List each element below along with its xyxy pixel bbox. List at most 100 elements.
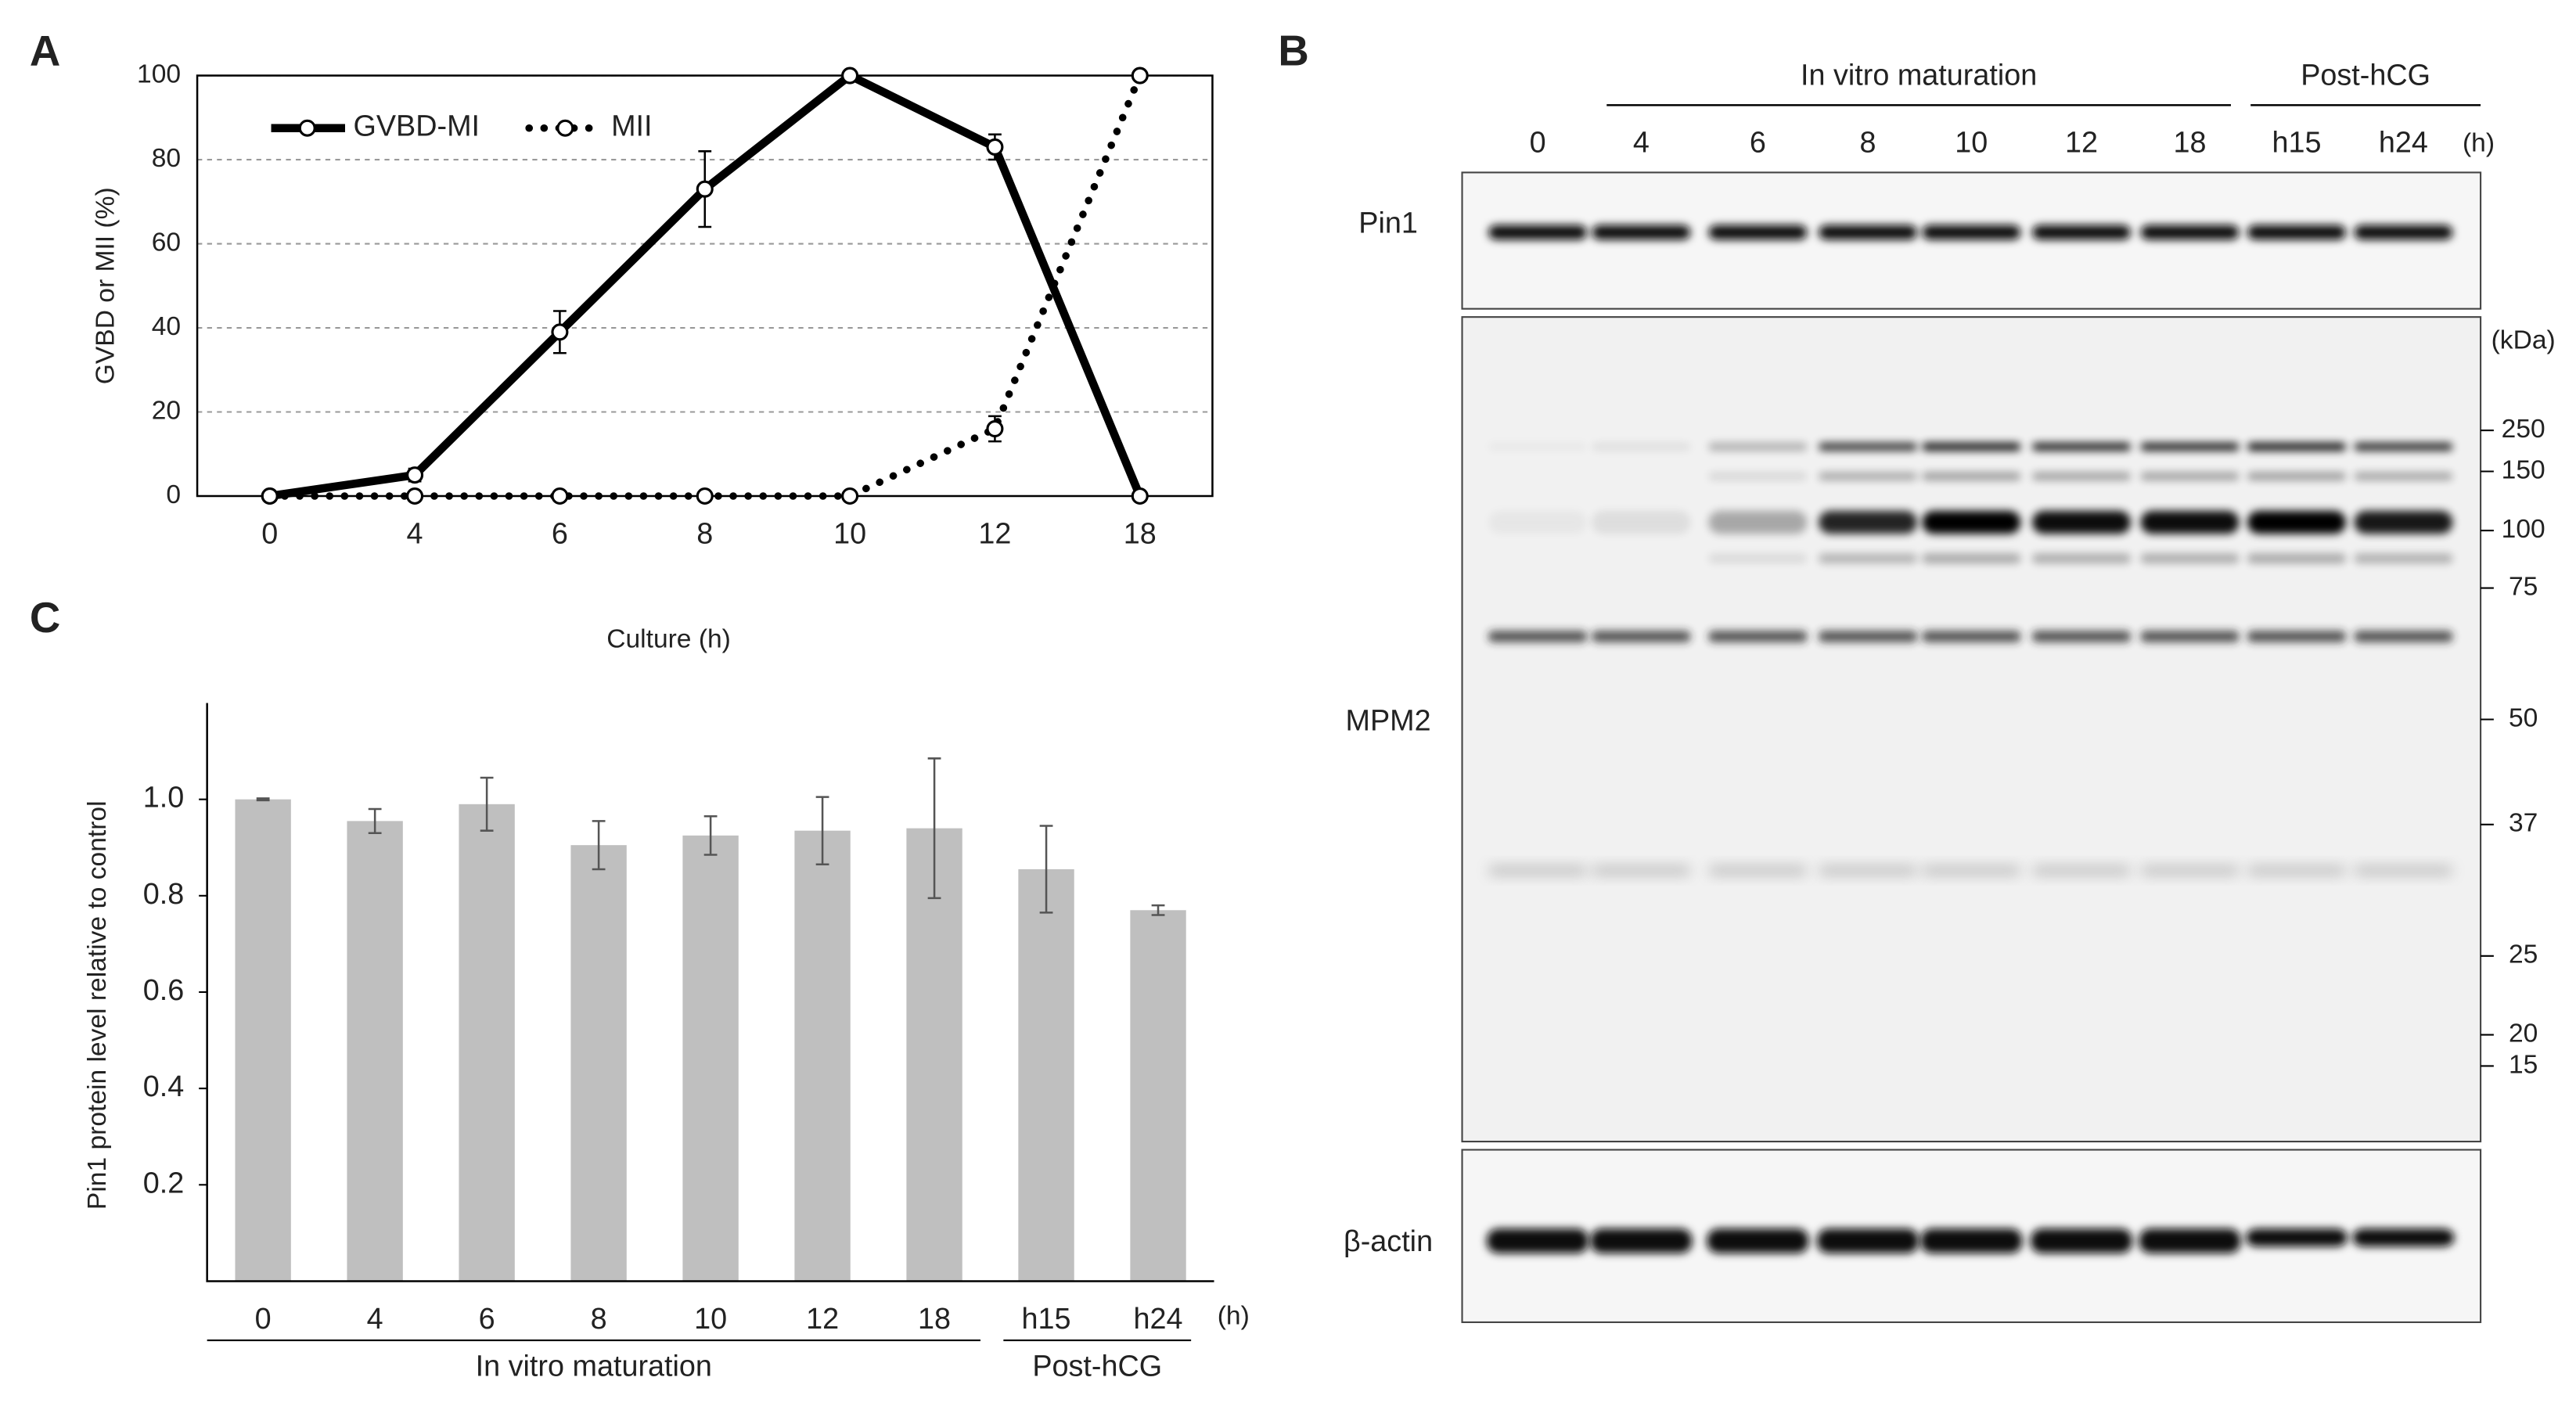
marker-label: 100 [2502, 515, 2545, 544]
band [1922, 631, 2021, 642]
data-point [1131, 487, 1149, 505]
marker-label: 50 [2509, 703, 2538, 732]
lane-label: 12 [2065, 127, 2098, 160]
band [2140, 553, 2240, 564]
y-tick-label: 0.6 [143, 974, 185, 1007]
x-tick-label: 12 [806, 1303, 839, 1336]
panel-label: C [30, 594, 60, 642]
lane-label: h24 [2379, 127, 2428, 160]
band [2247, 510, 2346, 534]
lane-label: 6 [1750, 127, 1766, 160]
y-tick-label: 100 [137, 59, 181, 88]
band [2247, 553, 2346, 564]
band [1819, 442, 1918, 451]
group-label: Post-hCG [1032, 1350, 1162, 1383]
y-axis-label: GVBD or MII (%) [91, 187, 120, 384]
bar [1130, 910, 1186, 1282]
marker-label: 25 [2509, 940, 2538, 969]
band [1488, 865, 1588, 876]
blot-membrane [1461, 171, 2482, 310]
band [1592, 631, 1691, 642]
legend-label: MII [611, 110, 652, 143]
band [1592, 865, 1691, 876]
band [1819, 553, 1918, 564]
row-label: β-actin [1344, 1225, 1433, 1258]
band [1819, 225, 1918, 240]
band [2354, 472, 2453, 481]
x-tick-label: 10 [833, 517, 866, 550]
marker-label: 20 [2509, 1019, 2538, 1048]
band [2140, 472, 2240, 481]
band [1708, 553, 1808, 564]
bar [459, 804, 515, 1282]
band [2030, 1228, 2133, 1253]
band [2354, 553, 2453, 564]
x-tick-label: 4 [367, 1303, 383, 1336]
band [1487, 1228, 1589, 1253]
y-tick-label: 1.0 [143, 782, 185, 814]
data-point [841, 67, 859, 85]
band [2140, 225, 2240, 240]
x-tick-label: 8 [591, 1303, 607, 1336]
band [1922, 553, 2021, 564]
legend-label: GVBD-MI [353, 110, 480, 143]
band [1707, 1228, 1809, 1253]
x-tick-label: 10 [694, 1303, 727, 1336]
x-tick-label: 4 [407, 517, 423, 550]
band [1592, 225, 1691, 240]
lane-label: 10 [1955, 127, 1988, 160]
group-label: In vitro maturation [476, 1350, 712, 1383]
band [2140, 631, 2240, 642]
x-tick-label: 0 [261, 517, 278, 550]
band [1922, 442, 2021, 451]
data-point [406, 466, 424, 484]
lane-label: 8 [1860, 127, 1876, 160]
data-point [696, 180, 714, 198]
band [1708, 865, 1808, 876]
band [1922, 225, 2021, 240]
x-tick-label: 8 [696, 517, 713, 550]
band [2031, 225, 2131, 240]
error-bar [480, 776, 494, 832]
error-bar [703, 814, 718, 856]
band [2031, 442, 2131, 451]
band [2031, 510, 2131, 534]
error-bar [815, 796, 829, 866]
blot-membrane [1461, 316, 2482, 1143]
y-tick-label: 0.4 [143, 1070, 185, 1103]
panel-label: B [1278, 27, 1308, 75]
data-point [841, 487, 859, 505]
band [1816, 1228, 1919, 1253]
band [1708, 472, 1808, 481]
x-tick-label: 18 [1124, 517, 1157, 550]
band [2245, 1228, 2348, 1247]
y-tick-label: 0 [166, 480, 181, 509]
band [2354, 510, 2453, 534]
band [2247, 472, 2346, 481]
band [1922, 865, 2021, 876]
x-tick-label: 6 [479, 1303, 495, 1336]
error-bar [1151, 904, 1165, 916]
band [1708, 631, 1808, 642]
bar [682, 835, 739, 1282]
band [1488, 443, 1587, 451]
band [2247, 442, 2346, 451]
data-point [986, 419, 1004, 438]
band [2247, 225, 2346, 240]
band [1590, 1228, 1693, 1253]
lane-label: 0 [1530, 127, 1546, 160]
y-tick-label: 40 [152, 312, 181, 341]
band [1708, 510, 1808, 534]
band [1819, 510, 1918, 534]
band [2140, 865, 2240, 876]
band [2031, 553, 2131, 564]
x-tick-label: 6 [552, 517, 568, 550]
plot-frame [196, 74, 1214, 498]
band [2139, 1228, 2241, 1253]
band [2354, 631, 2453, 642]
axes [206, 703, 1214, 1282]
panel-label: A [30, 27, 60, 75]
band [2031, 472, 2131, 481]
band [1819, 472, 1918, 481]
